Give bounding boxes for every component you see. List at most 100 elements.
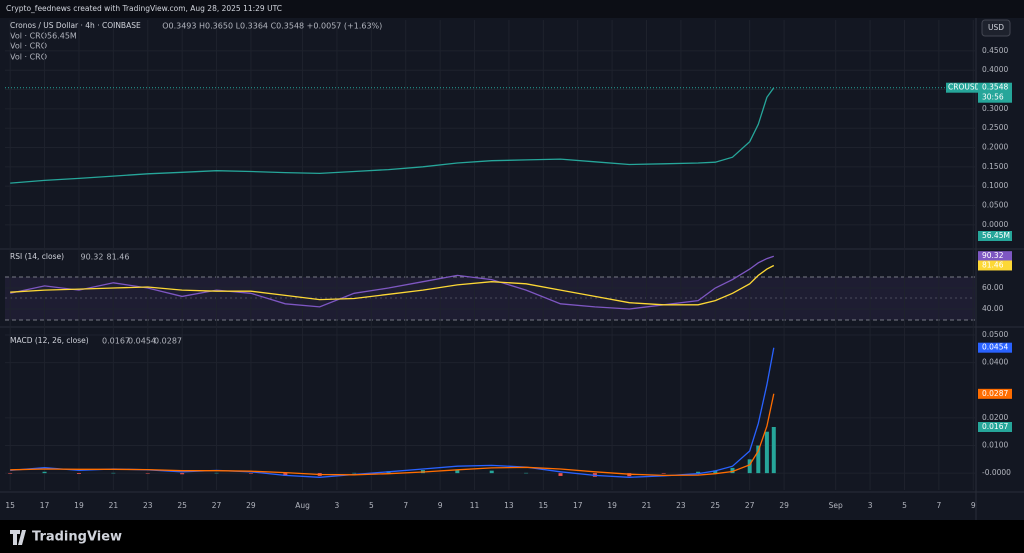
x-tick-label: 9 (438, 501, 443, 510)
x-tick-label: Sep (829, 501, 843, 510)
histogram-bar (76, 473, 81, 474)
series-line (10, 255, 775, 310)
x-tick-label: 21 (109, 501, 119, 510)
value-badge (978, 260, 1012, 271)
y-tick-label: 0.0500 (982, 200, 1008, 209)
histogram-bar (713, 470, 718, 474)
histogram-bar (248, 473, 253, 474)
x-tick-label: 19 (74, 501, 84, 510)
value-badge (978, 421, 1012, 432)
legend-value: 81.46 (107, 253, 130, 262)
x-tick-label: 29 (779, 501, 789, 510)
y-tick-label: 0.4500 (982, 46, 1008, 55)
x-tick-label: 29 (246, 501, 256, 510)
histogram-bar (8, 473, 13, 474)
x-tick-label: 7 (936, 501, 941, 510)
y-tick-label: 0.0500 (982, 330, 1008, 339)
x-tick-label: 21 (642, 501, 652, 510)
y-tick-label: 0.1500 (982, 162, 1008, 171)
value-badge (978, 342, 1012, 353)
value-badge-text: 0.0454 (982, 343, 1008, 352)
x-tick-label: 23 (143, 501, 153, 510)
x-tick-label: 25 (711, 501, 721, 510)
price-value: 0.3548 (982, 83, 1008, 92)
histogram-bar (524, 472, 529, 474)
y-tick-label: 0.2500 (982, 123, 1008, 132)
y-tick-label: 0.2000 (982, 143, 1008, 152)
y-tick-label: 60.00 (982, 283, 1004, 292)
y-tick-label: 0.0400 (982, 358, 1008, 367)
x-tick-label: 3 (868, 501, 873, 510)
y-tick-label: 0.0200 (982, 413, 1008, 422)
histogram-bar (696, 471, 701, 474)
currency-button[interactable] (981, 19, 1011, 37)
histogram-bar (747, 459, 752, 474)
volume-legend: Vol · CRO (10, 42, 47, 51)
histogram-bar (352, 472, 357, 474)
logo-icon (10, 530, 26, 545)
y-tick-label: 0.0000 (982, 220, 1008, 229)
y-tick-label: -0.0000 (982, 468, 1011, 477)
x-tick-label: 5 (369, 501, 374, 510)
x-tick-label: 23 (676, 501, 686, 510)
volume-badge (978, 231, 1012, 241)
x-tick-label: 15 (539, 501, 549, 510)
value-badge (978, 251, 1012, 262)
legend-value: 0.0287 (154, 337, 182, 346)
x-tick-label: 17 (40, 501, 50, 510)
histogram-bar (730, 467, 735, 474)
x-tick-label: Aug (295, 501, 310, 510)
histogram-bar (756, 445, 761, 474)
histogram-bar (283, 473, 288, 476)
volume-badge-value: 56.45M (982, 231, 1010, 240)
value-badge-text: 90.32 (982, 251, 1004, 260)
value-badge (978, 388, 1012, 399)
symbol-label: CROUSD (948, 83, 981, 92)
header-title: Crypto_feednews created with TradingView… (6, 4, 282, 13)
y-tick-label: 0.4000 (982, 65, 1008, 74)
x-tick-label: 7 (403, 501, 408, 510)
x-tick-label: 11 (470, 501, 480, 510)
series-line (10, 393, 775, 477)
logo-text: TradingView (32, 530, 122, 545)
histogram-bar (771, 426, 776, 474)
series-line (10, 87, 775, 184)
x-tick-label: 27 (212, 501, 222, 510)
symbol-badge (946, 82, 978, 93)
y-tick-label: 0.3000 (982, 104, 1008, 113)
histogram-bar (145, 473, 150, 474)
y-tick-label: 40.00 (982, 304, 1004, 313)
pane-title: RSI (14, close) (10, 252, 64, 261)
volume-value: 56.45M (47, 32, 77, 41)
histogram-bar (42, 471, 47, 474)
x-tick-label: 27 (745, 501, 755, 510)
legend-value: 0.0454 (128, 337, 156, 346)
price-badge (978, 82, 1012, 103)
histogram-bar (764, 431, 769, 474)
volume-legend: Vol · CRO (10, 53, 47, 62)
histogram-bar (111, 472, 116, 474)
histogram-bar (455, 469, 460, 474)
x-tick-label: 15 (5, 501, 15, 510)
value-badge-text: 0.0287 (982, 389, 1008, 398)
value-badge-text: 81.46 (982, 260, 1004, 269)
histogram-bar (661, 473, 666, 474)
legend-value: 0.0167 (102, 337, 130, 346)
value-badge-text: 0.0167 (982, 422, 1008, 431)
currency-label: USD (988, 23, 1004, 32)
volume-legend: Vol · CRO (10, 32, 47, 41)
x-tick-label: 17 (573, 501, 583, 510)
x-tick-label: 5 (902, 501, 907, 510)
x-tick-label: 25 (177, 501, 187, 510)
histogram-bar (214, 472, 219, 474)
histogram-bar (558, 473, 563, 476)
ohlc-legend: O0.3493 H0.3650 L0.3364 C0.3548 +0.0057 … (162, 22, 382, 31)
header-bar (0, 0, 1024, 18)
histogram-bar (180, 473, 185, 475)
series-line (10, 264, 775, 306)
pane-title: MACD (12, 26, close) (10, 336, 89, 345)
x-tick-label: 3 (335, 501, 340, 510)
x-tick-label: 9 (971, 501, 976, 510)
y-tick-label: 0.1000 (982, 181, 1008, 190)
x-tick-label: 19 (607, 501, 617, 510)
